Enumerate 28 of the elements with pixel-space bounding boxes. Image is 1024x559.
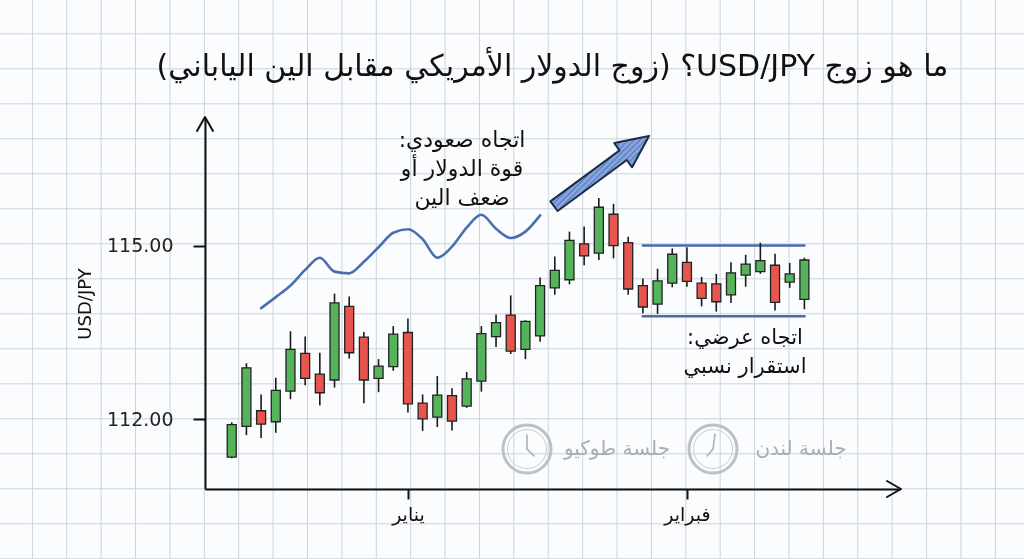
candlestick: [652, 267, 663, 315]
annotation: اتجاه عرضي: استقرار نسبي: [683, 325, 807, 378]
candlestick: [725, 261, 737, 304]
annotation: اتجاه صعودي: قوة الدولار أو ضعف الين: [398, 127, 526, 210]
candlestick: [417, 393, 428, 432]
x-tick-label: فبراير: [663, 502, 711, 526]
annotation: جلسة طوكيو: [562, 436, 671, 460]
candlestick: [784, 262, 795, 289]
candlestick: [637, 277, 649, 315]
candlestick: [432, 375, 443, 428]
y-tick-label: 115.00: [107, 234, 174, 257]
candlestick: [314, 351, 325, 407]
y-tick-label: 112.00: [107, 407, 174, 430]
line-series: [259, 213, 542, 310]
candlestick: [740, 254, 751, 288]
annotation: جلسة لندن: [755, 436, 847, 460]
candlestick: [549, 255, 560, 296]
candlestick: [696, 276, 707, 308]
candlestick: [255, 393, 267, 439]
chart-title: ما هو زوج USD/JPY؟ (زوج الدولار الأمريكي مقابل الين الياباني): [156, 46, 949, 84]
candlestick: [578, 225, 590, 267]
candlestick: [373, 358, 384, 393]
y-axis-title: USD/JPY: [74, 267, 96, 340]
candlestick: [681, 246, 693, 288]
x-tick-label: يناير: [391, 502, 425, 526]
candlestick: [490, 313, 502, 348]
candlestick: [755, 241, 766, 275]
candlestick: [711, 273, 722, 313]
